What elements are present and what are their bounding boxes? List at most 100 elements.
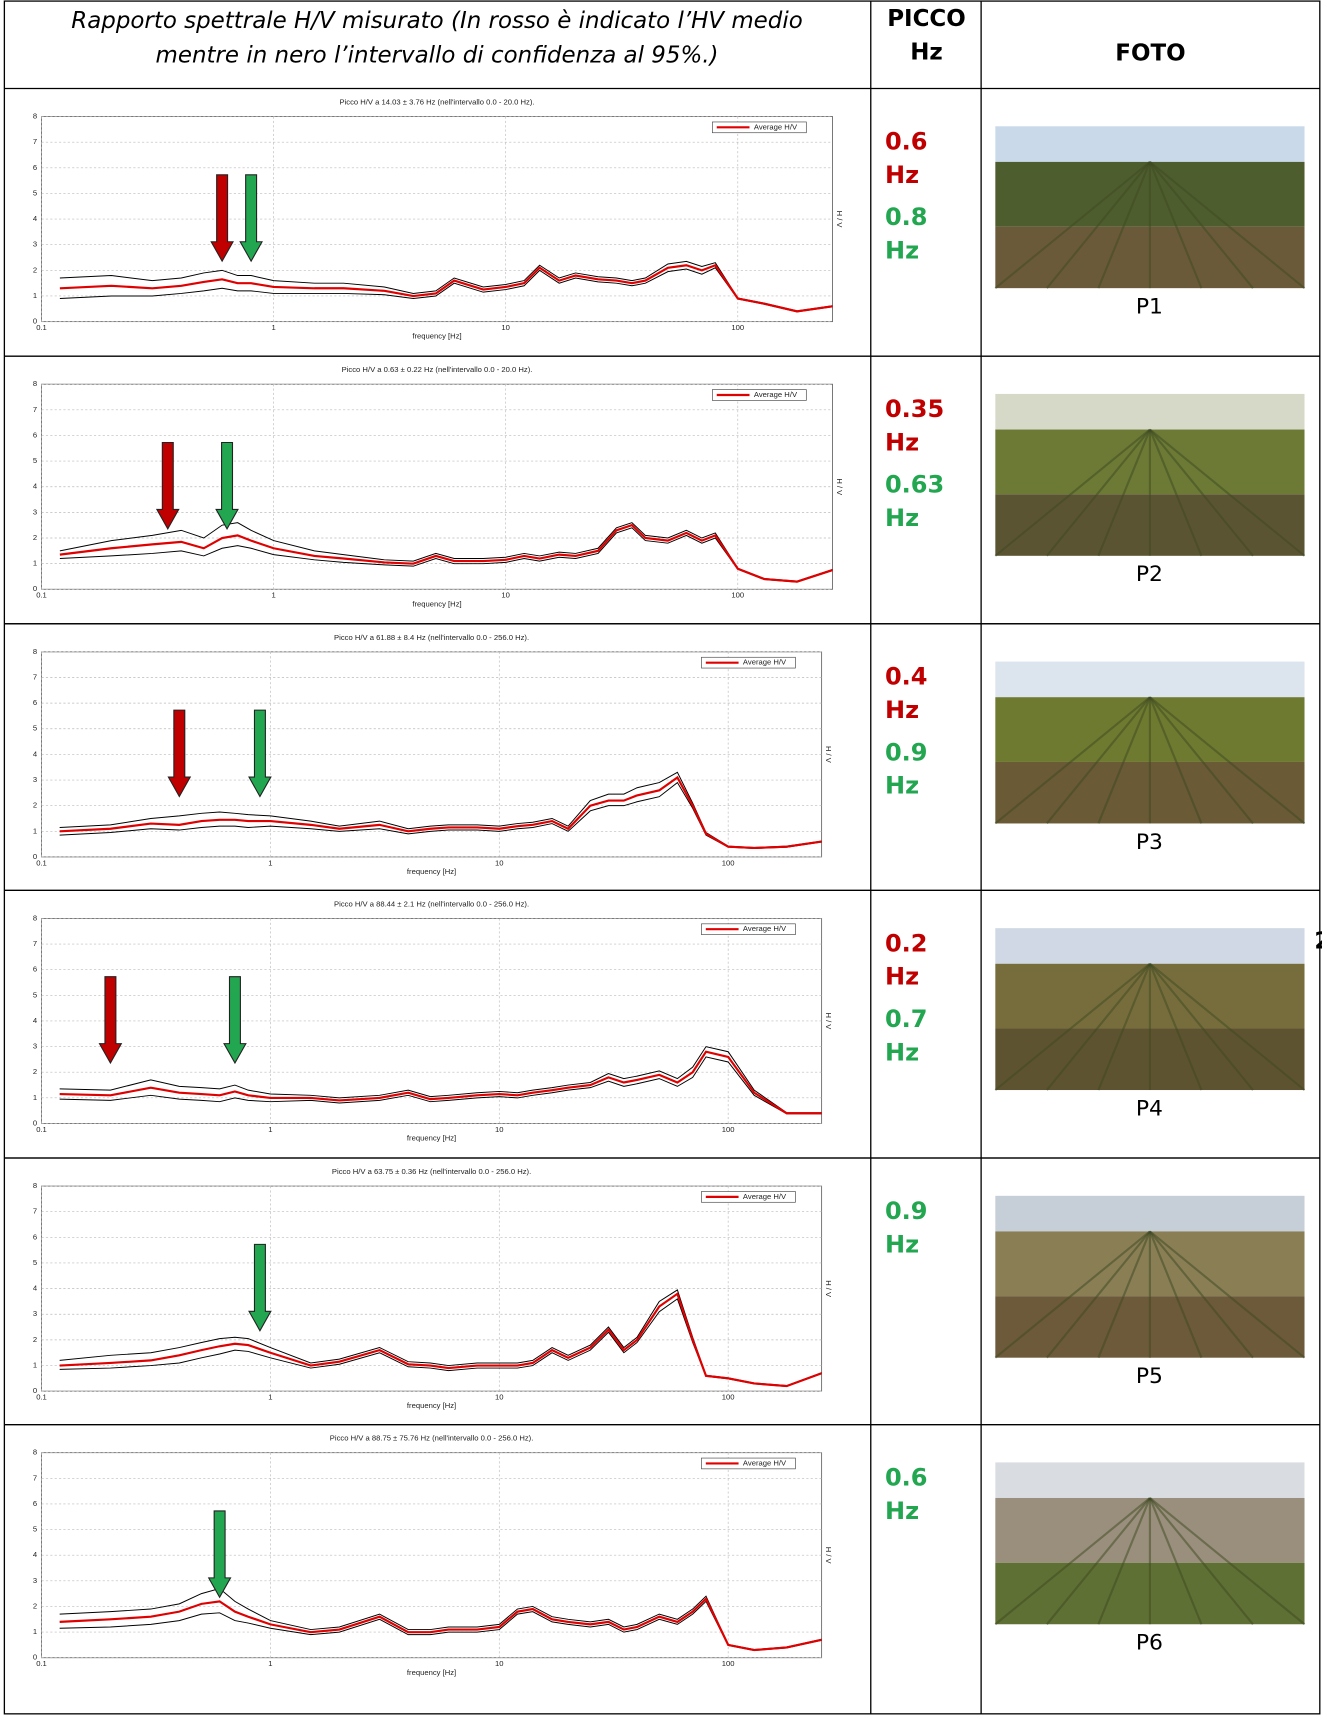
peak-unit: Hz — [885, 504, 919, 532]
y-tick-label: 8 — [33, 1181, 37, 1190]
y-tick-label: 6 — [33, 1499, 37, 1508]
peak-value: 0.2 — [885, 929, 928, 957]
y-tick-label: 3 — [33, 1309, 37, 1318]
peak-value: 0.6 — [885, 128, 928, 156]
x-tick-label: 1 — [271, 591, 275, 600]
x-tick-label: 0.1 — [36, 323, 47, 332]
y-tick-label: 4 — [33, 1550, 37, 1559]
x-tick-label: 1 — [268, 1393, 272, 1402]
y-tick-label: 8 — [33, 1448, 37, 1457]
peak-value: 0.9 — [885, 1197, 928, 1225]
photo-sky — [995, 394, 1304, 430]
photo — [995, 394, 1304, 556]
x-axis-label: frequency [Hz] — [407, 1401, 456, 1410]
peak-unit: Hz — [885, 161, 919, 189]
x-tick-label: 0.1 — [36, 1659, 47, 1668]
peak-value: 0.7 — [885, 1005, 928, 1033]
chart-title: Picco H/V a 88.75 ± 75.76 Hz (nell'inter… — [330, 1434, 534, 1443]
legend-label: Average H/V — [743, 658, 787, 667]
photo-sky — [995, 1196, 1304, 1232]
x-tick-label: 100 — [722, 1659, 735, 1668]
y-tick-label: 6 — [33, 163, 37, 172]
peak-unit: Hz — [885, 1497, 919, 1525]
photo-sky — [995, 1462, 1304, 1498]
y-tick-label: 6 — [33, 698, 37, 707]
photo-label: P6 — [1136, 1631, 1163, 1656]
y-tick-label: 8 — [33, 112, 37, 121]
page-number: 2 — [1314, 929, 1322, 955]
x-tick-label: 0.1 — [36, 1125, 47, 1134]
x-tick-label: 10 — [495, 1393, 504, 1402]
y-tick-label: 2 — [33, 1601, 37, 1610]
photo-label: P1 — [1136, 295, 1163, 320]
y-axis-label: H / V — [824, 1547, 833, 1565]
y-tick-label: 7 — [33, 1207, 37, 1216]
peak-value: 0.8 — [885, 203, 928, 231]
y-tick-label: 2 — [33, 533, 37, 542]
chart: Picco H/V a 63.75 ± 0.36 Hz (nell'interv… — [33, 1167, 833, 1410]
y-tick-label: 8 — [33, 913, 37, 922]
chart-title: Picco H/V a 88.44 ± 2.1 Hz (nell'interva… — [334, 899, 529, 908]
y-tick-label: 3 — [33, 240, 37, 249]
photo-label: P3 — [1136, 830, 1163, 855]
chart-title: Picco H/V a 0.63 ± 0.22 Hz (nell'interva… — [342, 365, 533, 374]
y-tick-label: 7 — [33, 405, 37, 414]
y-tick-label: 1 — [33, 1627, 37, 1636]
y-tick-label: 4 — [33, 214, 37, 223]
x-tick-label: 10 — [501, 591, 510, 600]
photo — [995, 662, 1304, 824]
header-peak: Hz — [910, 39, 943, 65]
x-axis-label: frequency [Hz] — [407, 1134, 456, 1143]
x-tick-label: 1 — [271, 323, 275, 332]
x-tick-label: 1 — [268, 1125, 272, 1134]
y-tick-label: 5 — [33, 990, 37, 999]
document: Rapporto spettrale H/V misurato (In ross… — [0, 0, 1322, 1716]
x-tick-label: 10 — [495, 858, 504, 867]
peak-value: 0.6 — [885, 1464, 928, 1492]
peak-unit: Hz — [885, 696, 919, 724]
x-axis-label: frequency [Hz] — [412, 599, 461, 608]
y-tick-label: 2 — [33, 801, 37, 810]
header-description: mentre in nero l’intervallo di confidenz… — [156, 43, 719, 69]
peak-unit: Hz — [885, 963, 919, 991]
chart-title: Picco H/V a 14.03 ± 3.76 Hz (nell'interv… — [339, 98, 534, 107]
legend-label: Average H/V — [754, 122, 798, 131]
y-axis-label: H / V — [824, 1013, 833, 1031]
y-tick-label: 3 — [33, 507, 37, 516]
x-axis-label: frequency [Hz] — [407, 1668, 456, 1677]
peak-unit: Hz — [885, 1038, 919, 1066]
x-tick-label: 0.1 — [36, 858, 47, 867]
header-peak: PICCO — [887, 6, 966, 32]
y-tick-label: 6 — [33, 431, 37, 440]
peak-value: 0.4 — [885, 663, 928, 691]
chart: Picco H/V a 0.63 ± 0.22 Hz (nell'interva… — [33, 365, 844, 608]
peak-unit: Hz — [885, 772, 919, 800]
peak-unit: Hz — [885, 1231, 919, 1259]
y-tick-label: 8 — [33, 647, 37, 656]
chart-title: Picco H/V a 63.75 ± 0.36 Hz (nell'interv… — [332, 1167, 531, 1176]
photo-label: P5 — [1136, 1364, 1163, 1389]
header-photo: FOTO — [1115, 41, 1185, 67]
y-tick-label: 8 — [33, 379, 37, 388]
y-axis-label: H / V — [824, 746, 833, 764]
photo — [995, 928, 1304, 1090]
peak-value: 0.9 — [885, 738, 928, 766]
peak-value: 0.35 — [885, 395, 944, 423]
y-tick-label: 5 — [33, 1258, 37, 1267]
y-tick-label: 1 — [33, 559, 37, 568]
y-tick-label: 7 — [33, 1473, 37, 1482]
chart: Picco H/V a 88.44 ± 2.1 Hz (nell'interva… — [33, 899, 833, 1142]
chart: Picco H/V a 61.88 ± 8.4 Hz (nell'interva… — [33, 633, 833, 876]
legend-label: Average H/V — [743, 1192, 787, 1201]
x-axis-label: frequency [Hz] — [407, 867, 456, 876]
y-tick-label: 5 — [33, 1525, 37, 1534]
header-description: Rapporto spettrale H/V misurato (In ross… — [71, 8, 802, 34]
x-tick-label: 1 — [268, 858, 272, 867]
x-tick-label: 100 — [731, 323, 744, 332]
peak-unit: Hz — [885, 429, 919, 457]
y-tick-label: 2 — [33, 265, 37, 274]
y-tick-label: 3 — [33, 775, 37, 784]
x-tick-label: 0.1 — [36, 1393, 47, 1402]
x-axis-label: frequency [Hz] — [412, 332, 461, 341]
x-tick-label: 10 — [495, 1659, 504, 1668]
